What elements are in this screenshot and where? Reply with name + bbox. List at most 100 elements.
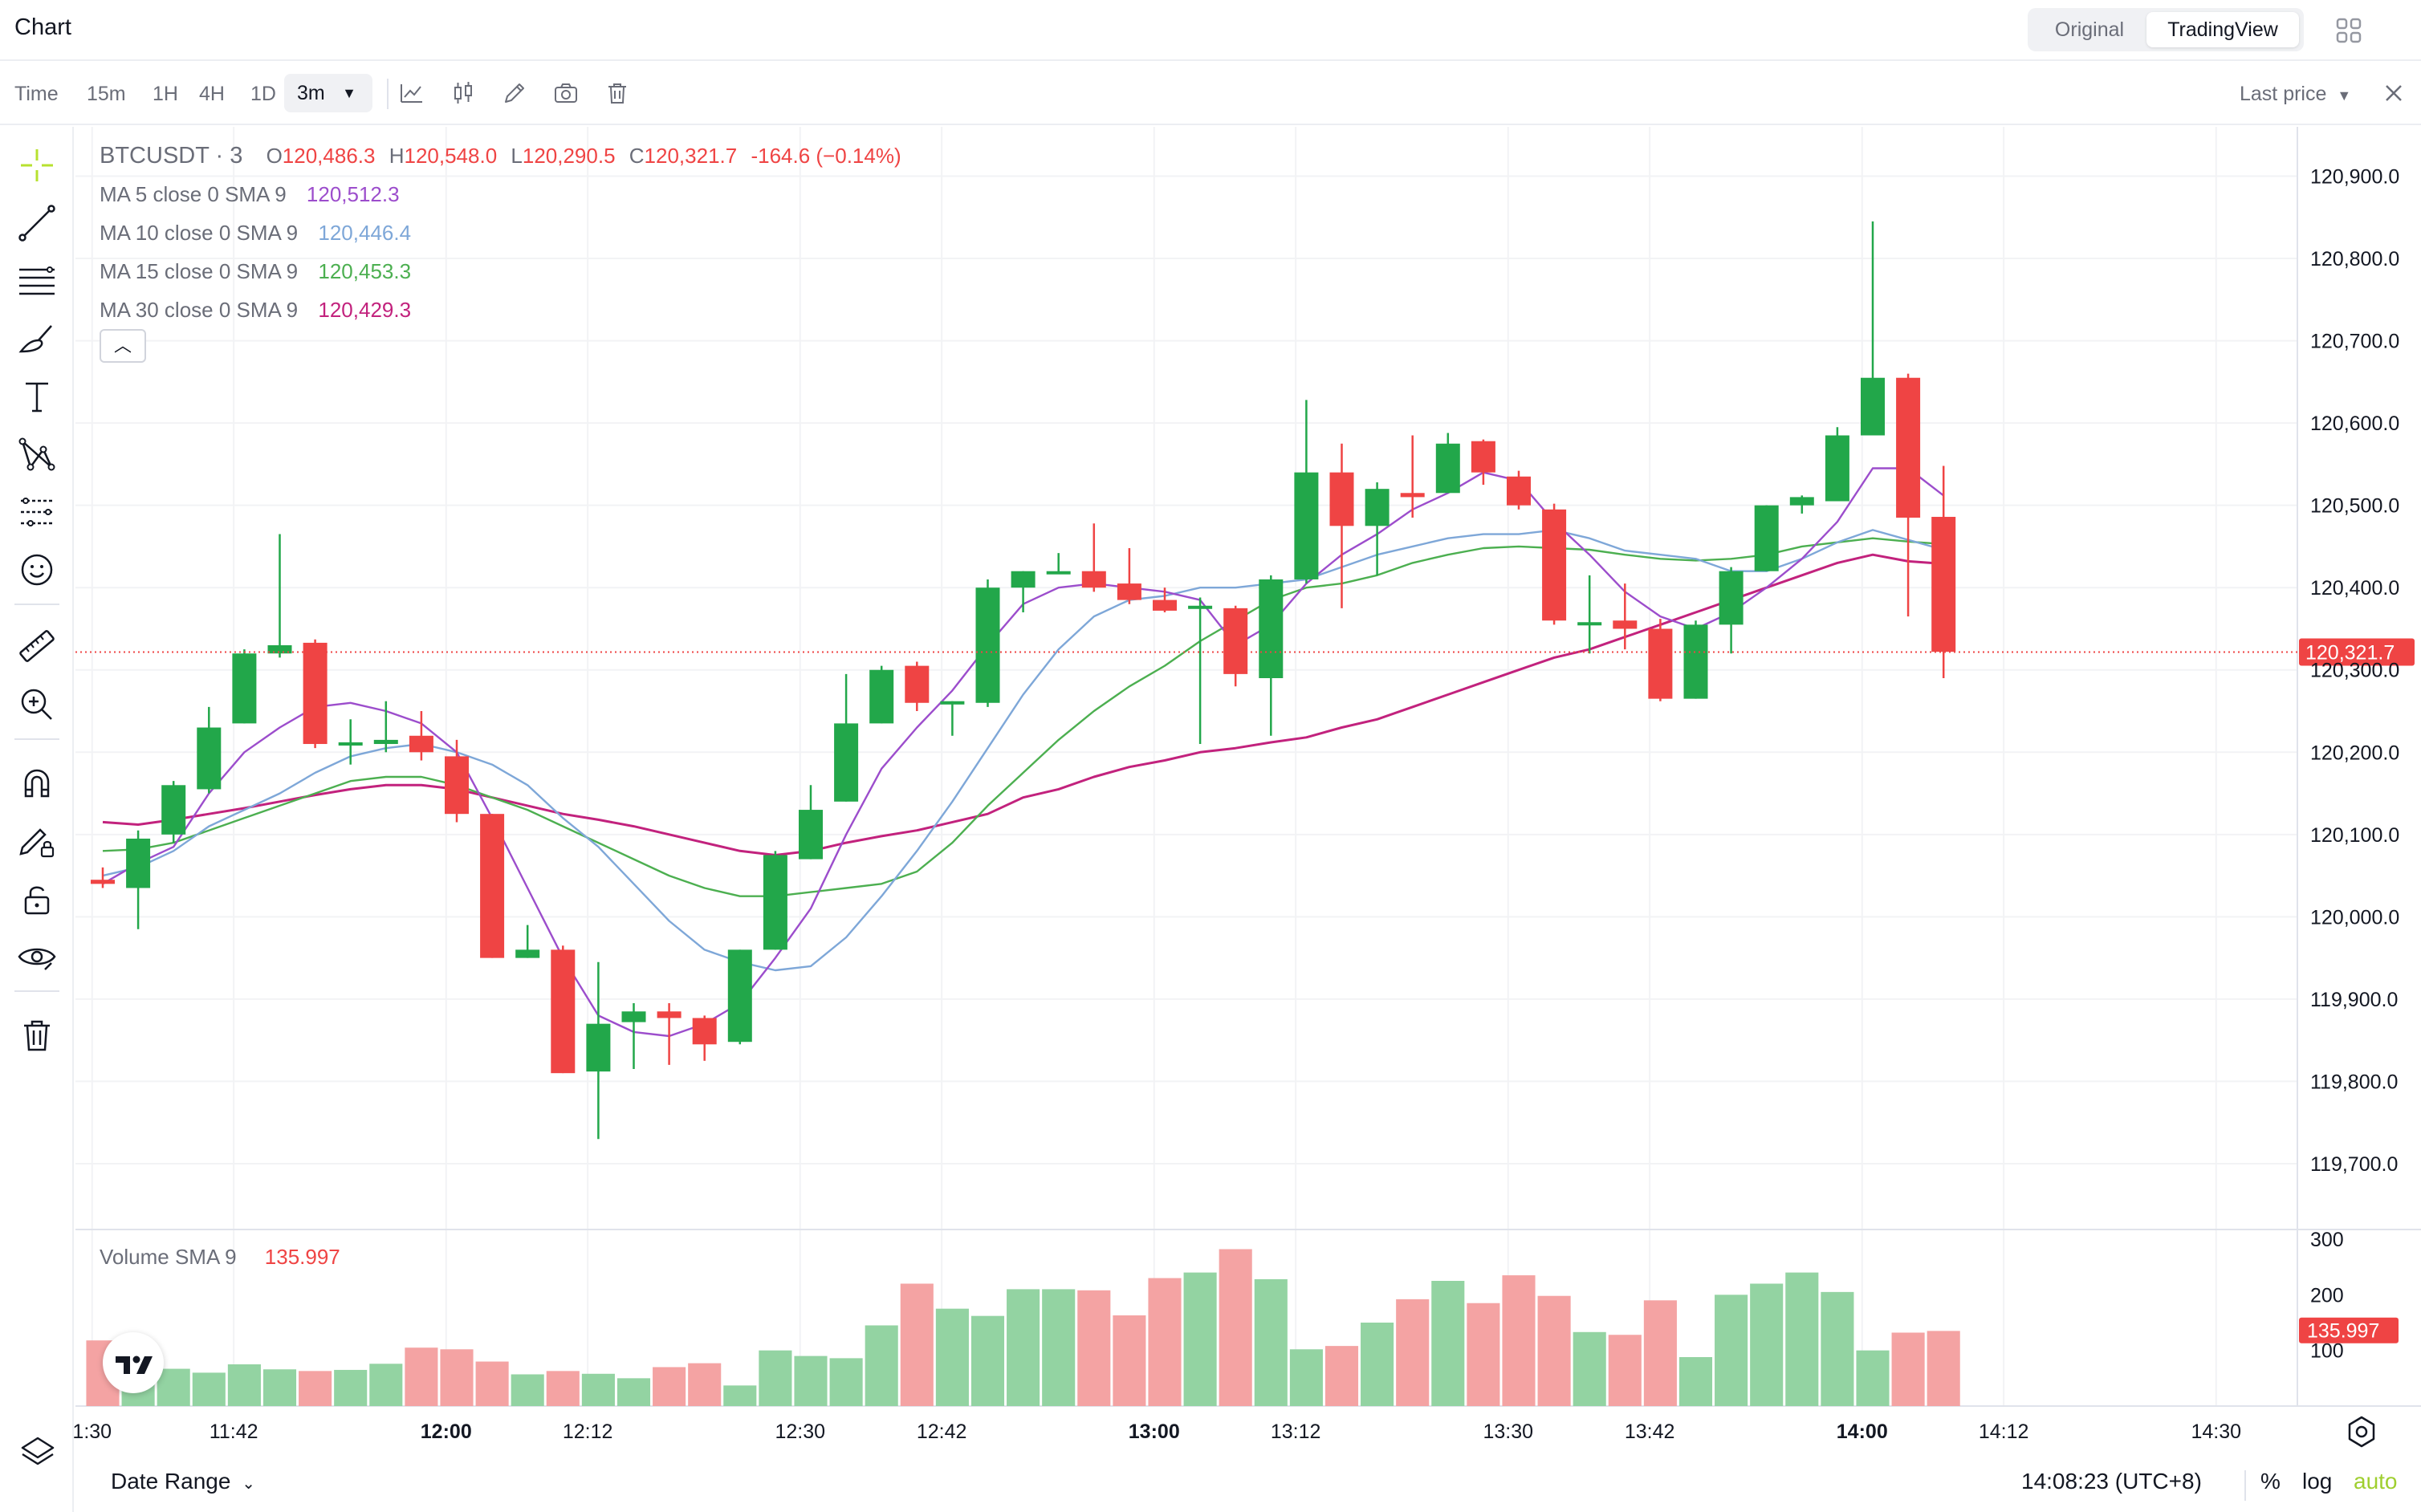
symbol-label[interactable]: BTCUSDT · 3: [100, 143, 243, 169]
interval-1d[interactable]: 1D: [250, 83, 276, 105]
layers-icon[interactable]: [19, 1433, 56, 1470]
legend-collapse-button[interactable]: ︿: [100, 329, 146, 363]
header-bar: Chart Original TradingView: [0, 0, 2421, 61]
candle-body: [1046, 571, 1071, 575]
trend-line-tool[interactable]: [14, 201, 59, 246]
view-tradingview-button[interactable]: TradingView: [2146, 12, 2299, 47]
indicators-icon[interactable]: [398, 79, 425, 107]
price-tick-label: 119,700.0: [2310, 1153, 2398, 1176]
zoom-in-icon: [21, 689, 52, 720]
candles: [91, 221, 1956, 1140]
percent-scale-button[interactable]: %: [2260, 1469, 2281, 1494]
volume-bar: [581, 1373, 615, 1406]
pencil-icon[interactable]: [501, 79, 528, 107]
volume-bar: [1183, 1272, 1217, 1406]
lock-drawing-tool[interactable]: [14, 819, 59, 864]
price-tick-label: 119,900.0: [2310, 989, 2398, 1011]
chevron-down-icon: ⌄: [242, 1475, 255, 1493]
volume-bar: [1113, 1315, 1146, 1406]
price-source-dropdown[interactable]: Last price ▼: [2240, 79, 2351, 109]
interval-1h[interactable]: 1H: [153, 83, 178, 105]
ma5-row[interactable]: MA 5 close 0 SMA 9 120,512.3: [100, 175, 909, 213]
ma15-label: MA 15 close 0 SMA 9: [100, 259, 299, 283]
volume-bar: [1785, 1272, 1819, 1406]
price-axis[interactable]: 119,700.0 119,800.0 119,900.0 120,000.0 120,…: [2310, 166, 2399, 1176]
chart-toolbar: Time 15m 1H 4H 1D 3m ▼ Last price ▼: [0, 63, 2421, 125]
close-label: C: [629, 144, 645, 168]
chart-legend: BTCUSDT · 3 O120,486.3 H120,548.0 L120,2…: [100, 136, 909, 329]
candle-body: [1294, 472, 1319, 579]
horizontal-lines-tool[interactable]: [14, 258, 59, 303]
auto-scale-button[interactable]: auto: [2354, 1469, 2398, 1494]
ma30-row[interactable]: MA 30 close 0 SMA 9 120,429.3: [100, 291, 909, 329]
candle-body: [1861, 377, 1885, 436]
log-scale-button[interactable]: log: [2302, 1469, 2333, 1494]
candle-body: [621, 1011, 646, 1022]
change-value: -164.6 (−0.14%): [751, 144, 901, 168]
measure-tool[interactable]: [14, 624, 59, 669]
trash-icon[interactable]: [604, 79, 631, 107]
emoji-tool[interactable]: [14, 547, 59, 592]
volume-bar: [440, 1349, 474, 1406]
volume-sma-badge-label: 135.997: [2307, 1320, 2379, 1343]
view-toggle: Original TradingView: [2028, 8, 2304, 51]
grid-icon[interactable]: [2334, 16, 2363, 45]
camera-icon[interactable]: [552, 79, 580, 107]
ohlc-row: BTCUSDT · 3 O120,486.3 H120,548.0 L120,2…: [100, 136, 909, 175]
time-button[interactable]: Time: [14, 83, 59, 105]
crosshair-tool[interactable]: [14, 143, 59, 188]
settings-icon[interactable]: [2344, 1414, 2379, 1449]
time-axis[interactable]: 1:30 11:42 12:00 12:12 12:30 12:42 13:00 13:12 1…: [72, 1421, 2241, 1443]
volume-bar: [1537, 1295, 1571, 1406]
last-price-badge[interactable]: [2299, 638, 2415, 666]
volume-bar: [759, 1350, 792, 1406]
pattern-tool[interactable]: [14, 432, 59, 477]
volume-tick-label: 300: [2310, 1229, 2344, 1251]
candle-body: [1400, 493, 1425, 498]
magnet-icon: [24, 769, 50, 798]
view-original-button[interactable]: Original: [2054, 18, 2125, 41]
volume-bar: [1678, 1356, 1713, 1406]
eye-icon: [18, 948, 56, 970]
last-price-badge-label: 120,321.7: [2305, 641, 2395, 664]
trash-icon: [24, 1020, 50, 1051]
ma15-row[interactable]: MA 15 close 0 SMA 9 120,453.3: [100, 252, 909, 291]
hide-drawings-tool[interactable]: [14, 934, 59, 979]
date-range-dropdown[interactable]: Date Range ⌄: [111, 1469, 255, 1494]
interval-dropdown[interactable]: 3m ▼: [284, 74, 372, 112]
ma10-row[interactable]: MA 10 close 0 SMA 9 120,446.4: [100, 213, 909, 252]
toolbar-divider: [387, 79, 389, 109]
remove-drawings-tool[interactable]: [14, 1013, 59, 1058]
volume-bar: [334, 1369, 368, 1406]
clock-display[interactable]: 14:08:23 (UTC+8): [2021, 1469, 2202, 1494]
drawing-tools-sidebar: [0, 127, 74, 1512]
forecast-tool[interactable]: [14, 490, 59, 534]
candle-type-icon[interactable]: [450, 79, 477, 107]
interval-4h[interactable]: 4H: [199, 83, 225, 105]
price-tick-label: 120,300.0: [2310, 660, 2399, 682]
candle-body: [445, 756, 469, 815]
magnet-tool[interactable]: [14, 761, 59, 806]
volume-bar: [900, 1283, 934, 1406]
lock-all-tool[interactable]: [14, 876, 59, 921]
time-tick-label: 14:00: [1837, 1421, 1888, 1443]
brush-icon: [18, 325, 52, 353]
zoom-tool[interactable]: [14, 682, 59, 727]
candle-body: [799, 810, 823, 860]
candle-body: [1683, 624, 1708, 699]
brush-tool[interactable]: [14, 316, 59, 361]
text-tool[interactable]: [14, 374, 59, 419]
candle-body: [409, 735, 433, 753]
time-tick-label: 13:00: [1129, 1421, 1180, 1443]
date-range-label: Date Range: [111, 1469, 231, 1494]
close-icon[interactable]: [2379, 79, 2408, 108]
volume-legend[interactable]: Volume SMA 9 135.997: [100, 1241, 363, 1273]
volume-bar: [865, 1325, 898, 1406]
ma30-value: 120,429.3: [318, 298, 412, 322]
tradingview-logo[interactable]: [103, 1332, 164, 1393]
interval-15m[interactable]: 15m: [87, 83, 126, 105]
volume-bar: [192, 1372, 226, 1406]
candle-body: [1435, 443, 1460, 494]
